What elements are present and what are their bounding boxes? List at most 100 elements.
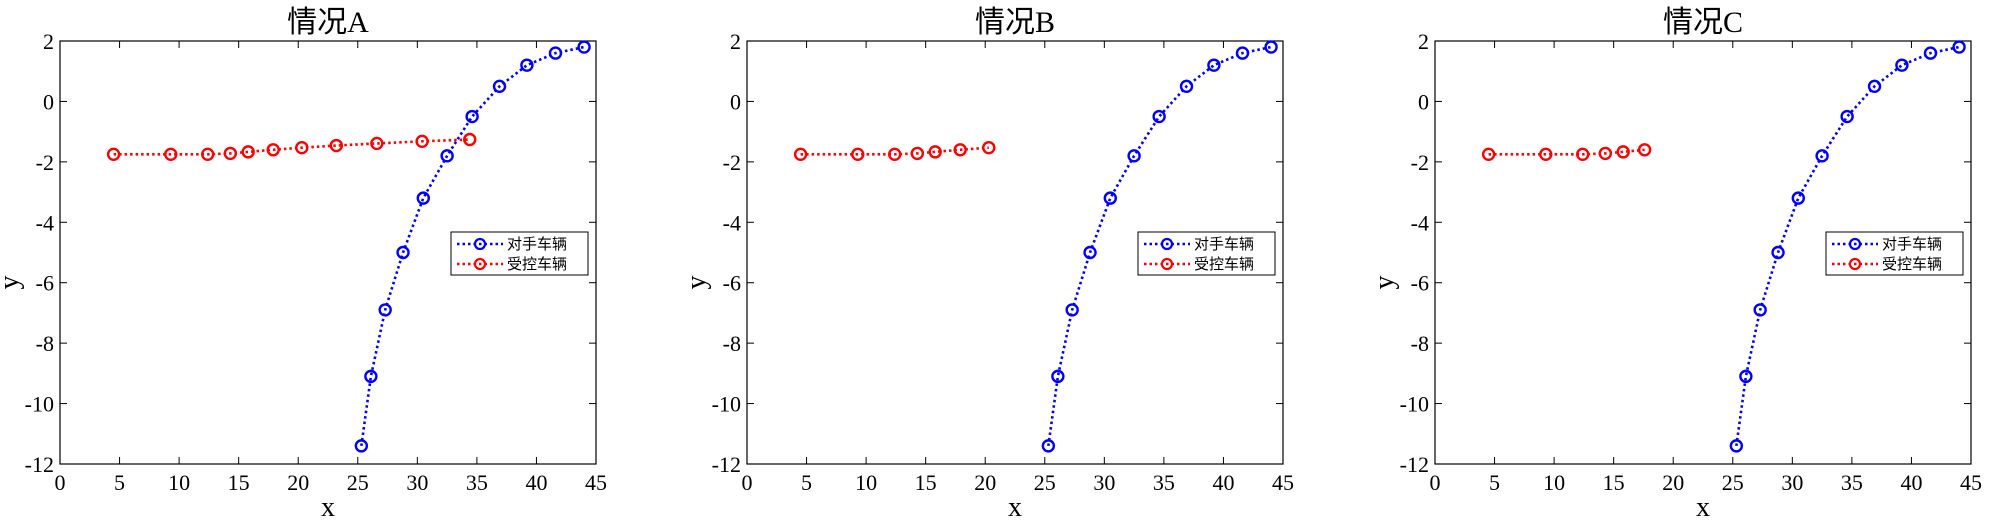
plot-frame (746, 40, 1284, 465)
series-1-point (1729, 439, 1744, 453)
series-1-point (1815, 149, 1829, 163)
series-2-point (223, 146, 238, 161)
series-1-point (364, 369, 378, 384)
legend-label-2: 受控车辆 (1194, 256, 1254, 273)
series-1-point (1739, 369, 1753, 384)
x-tick-label: 25 (1722, 470, 1744, 495)
series-2-point (370, 136, 384, 151)
series-1-point (416, 191, 430, 205)
series-1-point (465, 109, 479, 124)
series-2-point (106, 147, 121, 162)
chart-title: 情况C (1663, 6, 1743, 39)
series-2-point (1637, 143, 1652, 157)
x-tick-label: 0 (1430, 470, 1441, 495)
x-tick-label: 45 (585, 470, 607, 495)
series-line-1 (1047, 45, 1272, 447)
x-tick-label: 40 (525, 470, 547, 495)
series-line-1 (1735, 45, 1960, 447)
series-1-point (1207, 58, 1221, 72)
legend-marker-1 (1848, 237, 1862, 251)
series-1-point (378, 303, 392, 317)
chart-panel-2: 0 5 10 15 20 25 30 35 40 4520-2-4-6-8-10-12情况Bxy对… (681, 6, 1294, 522)
series-1-point (1264, 40, 1278, 54)
series-2-point (164, 147, 178, 162)
y-tick-label: -6 (723, 271, 741, 296)
series-1-point (1179, 79, 1194, 94)
legend-marker-2 (1160, 257, 1174, 271)
series-1-point (1152, 109, 1166, 124)
y-tick-label: -12 (712, 452, 741, 477)
series-1-point (1895, 58, 1909, 72)
x-tick-label: 20 (1662, 470, 1684, 495)
y-tick-label: 0 (43, 89, 54, 114)
series-1-point (1235, 46, 1250, 60)
series-line-1 (360, 45, 585, 447)
series-2-point (928, 145, 942, 159)
y-tick-label: 0 (730, 89, 741, 114)
series-line-2 (800, 146, 989, 156)
x-tick-label: 20 (287, 470, 309, 495)
series-1-point (396, 245, 410, 260)
y-axis-label: y (1369, 276, 1400, 290)
series-1-point (1923, 46, 1938, 60)
plot-frame (1434, 40, 1972, 465)
y-tick-label: 2 (730, 29, 741, 54)
legend-label-1: 对手车辆 (1882, 236, 1942, 253)
series-1-point (1127, 149, 1141, 163)
series-2-point (793, 147, 808, 162)
y-tick-label: -2 (1411, 150, 1429, 175)
chart-panel-3: 0 5 10 15 20 25 30 35 40 4520-2-4-6-8-10-12情况Cxy对… (1369, 6, 1982, 522)
x-axis-label: x (1008, 492, 1022, 522)
series-2-point (463, 132, 477, 147)
series-1-point (354, 439, 369, 453)
y-tick-label: -4 (1411, 210, 1429, 235)
x-tick-label: 30 (1093, 470, 1115, 495)
x-tick-label: 0 (55, 470, 66, 495)
series-1-point (492, 79, 507, 94)
x-tick-label: 45 (1272, 470, 1294, 495)
x-tick-label: 0 (742, 470, 753, 495)
x-tick-label: 25 (1034, 470, 1056, 495)
legend-marker-1 (473, 237, 487, 251)
series-2-point (982, 140, 996, 155)
x-tick-label: 40 (1900, 470, 1922, 495)
x-tick-label: 30 (1781, 470, 1803, 495)
legend-label-2: 受控车辆 (507, 256, 567, 273)
x-tick-label: 15 (915, 470, 937, 495)
y-tick-label: -8 (723, 331, 741, 356)
chart-panel-1: 05101520253035404520-2-4-6-8-10-12情况Axy对… (0, 6, 607, 522)
x-tick-label: 5 (114, 470, 125, 495)
y-tick-label: -2 (723, 150, 741, 175)
series-1-point (1867, 79, 1882, 94)
series-1-point (1065, 303, 1079, 317)
series-1-point (1791, 191, 1805, 205)
y-tick-label: -4 (36, 210, 54, 235)
y-axis-label: y (0, 276, 25, 290)
series-1-point (548, 46, 563, 60)
y-tick-label: -8 (36, 331, 54, 356)
y-tick-label: -10 (1400, 392, 1429, 417)
x-tick-label: 10 (855, 470, 877, 495)
series-1-point (1840, 109, 1854, 124)
x-tick-label: 20 (974, 470, 996, 495)
series-2-point (200, 147, 215, 162)
x-tick-label: 25 (347, 470, 369, 495)
series-1-point (1103, 191, 1117, 205)
series-2-point (1616, 145, 1630, 159)
series-2-point (953, 143, 967, 157)
x-tick-label: 30 (406, 470, 428, 495)
series-2-point (329, 138, 344, 153)
y-tick-label: 2 (1418, 29, 1429, 54)
legend-marker-2 (1848, 257, 1862, 271)
y-tick-label: 0 (1418, 89, 1429, 114)
x-tick-label: 10 (168, 470, 190, 495)
series-2-point (1575, 147, 1590, 162)
series-1-point (1051, 369, 1065, 384)
series-2-point (1481, 147, 1496, 162)
x-tick-label: 35 (1841, 470, 1863, 495)
legend-label-1: 对手车辆 (1194, 236, 1254, 253)
x-tick-label: 40 (1212, 470, 1234, 495)
series-1-point (1952, 40, 1966, 54)
